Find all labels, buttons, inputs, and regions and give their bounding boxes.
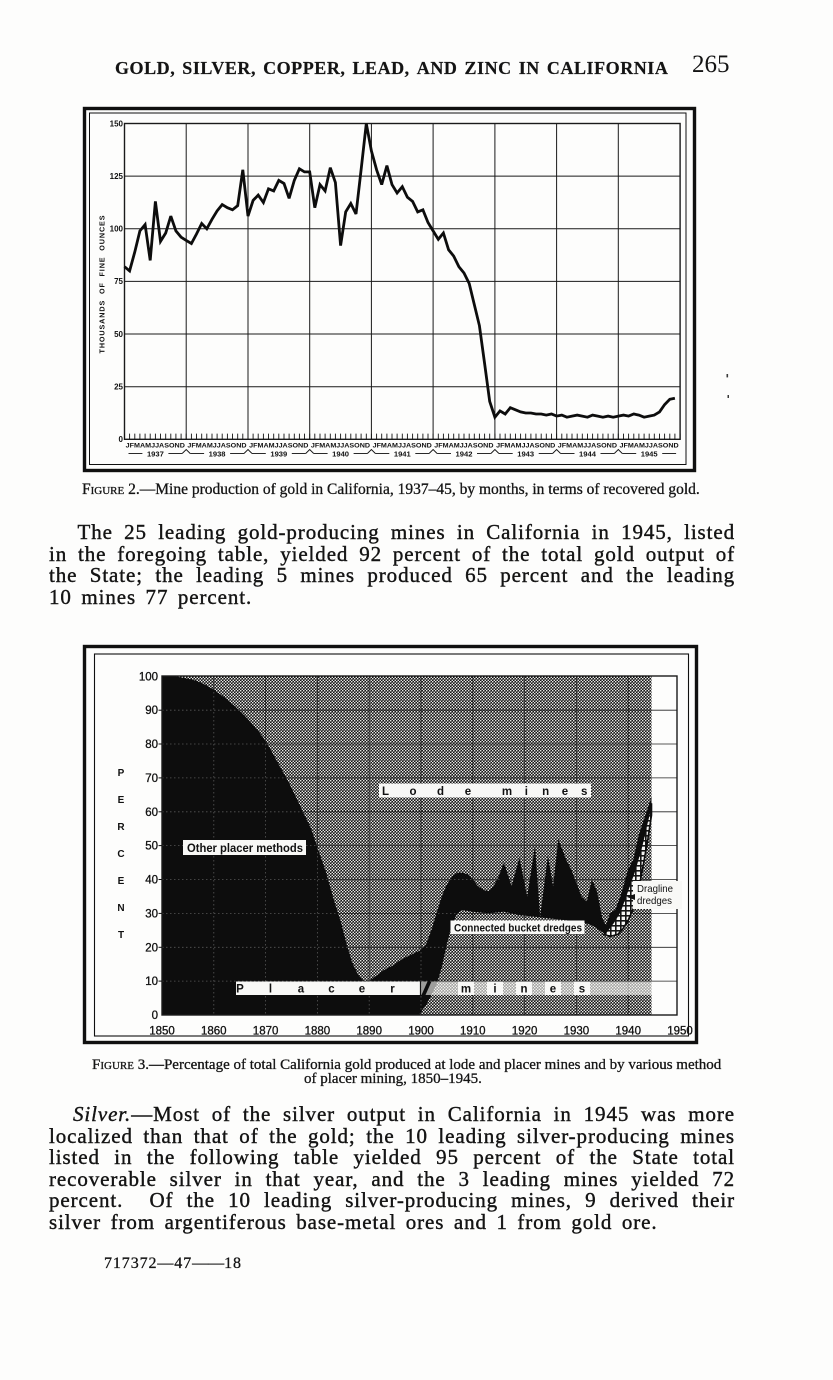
svg-text:40: 40 (145, 875, 158, 887)
svg-text:Dragline: Dragline (637, 883, 673, 895)
svg-text:r: r (390, 984, 395, 996)
svg-text:Other placer methods: Other placer methods (187, 843, 303, 855)
svg-text:1920: 1920 (512, 1026, 538, 1038)
svg-text:0: 0 (152, 1010, 158, 1022)
svg-text:1870: 1870 (253, 1026, 279, 1038)
svg-text:1945: 1945 (641, 450, 659, 459)
svg-text:C: C (117, 849, 124, 860)
svg-text:30: 30 (145, 908, 158, 920)
svg-text:P: P (118, 768, 125, 779)
svg-text:1940: 1940 (615, 1026, 641, 1038)
svg-text:1939: 1939 (270, 450, 287, 459)
svg-text:1900: 1900 (408, 1026, 434, 1038)
svg-text:1930: 1930 (564, 1026, 590, 1038)
svg-text:m: m (502, 786, 512, 798)
svg-text:25: 25 (114, 383, 123, 392)
svg-text:T: T (118, 930, 124, 941)
svg-text:75: 75 (114, 277, 123, 286)
svg-text:1941: 1941 (394, 450, 412, 459)
svg-text:1850: 1850 (149, 1026, 175, 1038)
svg-text:JFMAMJJASOND: JFMAMJJASOND (126, 443, 186, 449)
svg-text:JFMAMJJASOND: JFMAMJJASOND (558, 443, 618, 449)
svg-text:m: m (461, 984, 471, 996)
svg-text:P: P (236, 984, 244, 996)
svg-text:100: 100 (139, 671, 158, 683)
svg-text:50: 50 (145, 841, 158, 853)
svg-text:e: e (562, 786, 568, 798)
svg-text:JFMAMJJASOND: JFMAMJJASOND (496, 443, 556, 449)
svg-text:60: 60 (145, 807, 158, 819)
svg-text:THOUSANDS OF FINE OUNCES: THOUSANDS OF FINE OUNCES (98, 215, 107, 354)
svg-text:JFMAMJJASOND: JFMAMJJASOND (620, 443, 680, 449)
svg-text:1942: 1942 (456, 450, 473, 459)
svg-text:E: E (118, 795, 125, 806)
svg-text:i: i (525, 786, 528, 798)
svg-text:1938: 1938 (209, 450, 226, 459)
svg-text:Connected bucket dredges: Connected bucket dredges (454, 923, 582, 935)
svg-text:150: 150 (110, 119, 124, 128)
svg-text:20: 20 (145, 942, 158, 954)
svg-text:JFMAMJJASOND: JFMAMJJASOND (311, 443, 371, 449)
svg-text:i: i (493, 984, 496, 996)
svg-text:s: s (581, 786, 587, 798)
svg-text:s: s (579, 984, 585, 996)
svg-text:0: 0 (119, 435, 124, 444)
svg-text:10: 10 (145, 976, 158, 988)
svg-text:1890: 1890 (356, 1026, 382, 1038)
svg-text:e: e (359, 984, 365, 996)
svg-text:100: 100 (110, 225, 124, 234)
svg-text:1943: 1943 (517, 450, 534, 459)
svg-text:90: 90 (145, 705, 158, 717)
svg-text:JFMAMJJASOND: JFMAMJJASOND (434, 443, 494, 449)
svg-text:70: 70 (145, 773, 158, 785)
svg-text:L: L (382, 786, 389, 798)
svg-text:1910: 1910 (460, 1026, 486, 1038)
svg-text:N: N (117, 903, 124, 914)
svg-text:e: e (465, 786, 471, 798)
svg-text:50: 50 (114, 330, 123, 339)
svg-text:dredges: dredges (637, 895, 672, 907)
svg-text:JFMAMJJASOND: JFMAMJJASOND (187, 443, 247, 449)
svg-text:JFMAMJJASOND: JFMAMJJASOND (249, 443, 309, 449)
svg-text:o: o (409, 786, 416, 798)
svg-text:e: e (550, 984, 556, 996)
svg-text:1860: 1860 (201, 1026, 227, 1038)
svg-text:JFMAMJJASOND: JFMAMJJASOND (373, 443, 433, 449)
svg-text:1880: 1880 (305, 1026, 331, 1038)
svg-text:d: d (437, 786, 444, 798)
svg-text:1940: 1940 (332, 450, 349, 459)
svg-text:n: n (542, 786, 549, 798)
svg-text:c: c (328, 984, 335, 996)
svg-text:125: 125 (110, 172, 124, 181)
svg-text:E: E (118, 876, 125, 887)
svg-text:R: R (117, 822, 125, 833)
svg-text:n: n (520, 984, 527, 996)
svg-text:1950: 1950 (667, 1026, 693, 1038)
svg-text:80: 80 (145, 739, 158, 751)
svg-text:l: l (269, 984, 272, 996)
svg-text:1937: 1937 (147, 450, 164, 459)
svg-text:1944: 1944 (579, 450, 597, 459)
svg-text:a: a (298, 984, 305, 996)
